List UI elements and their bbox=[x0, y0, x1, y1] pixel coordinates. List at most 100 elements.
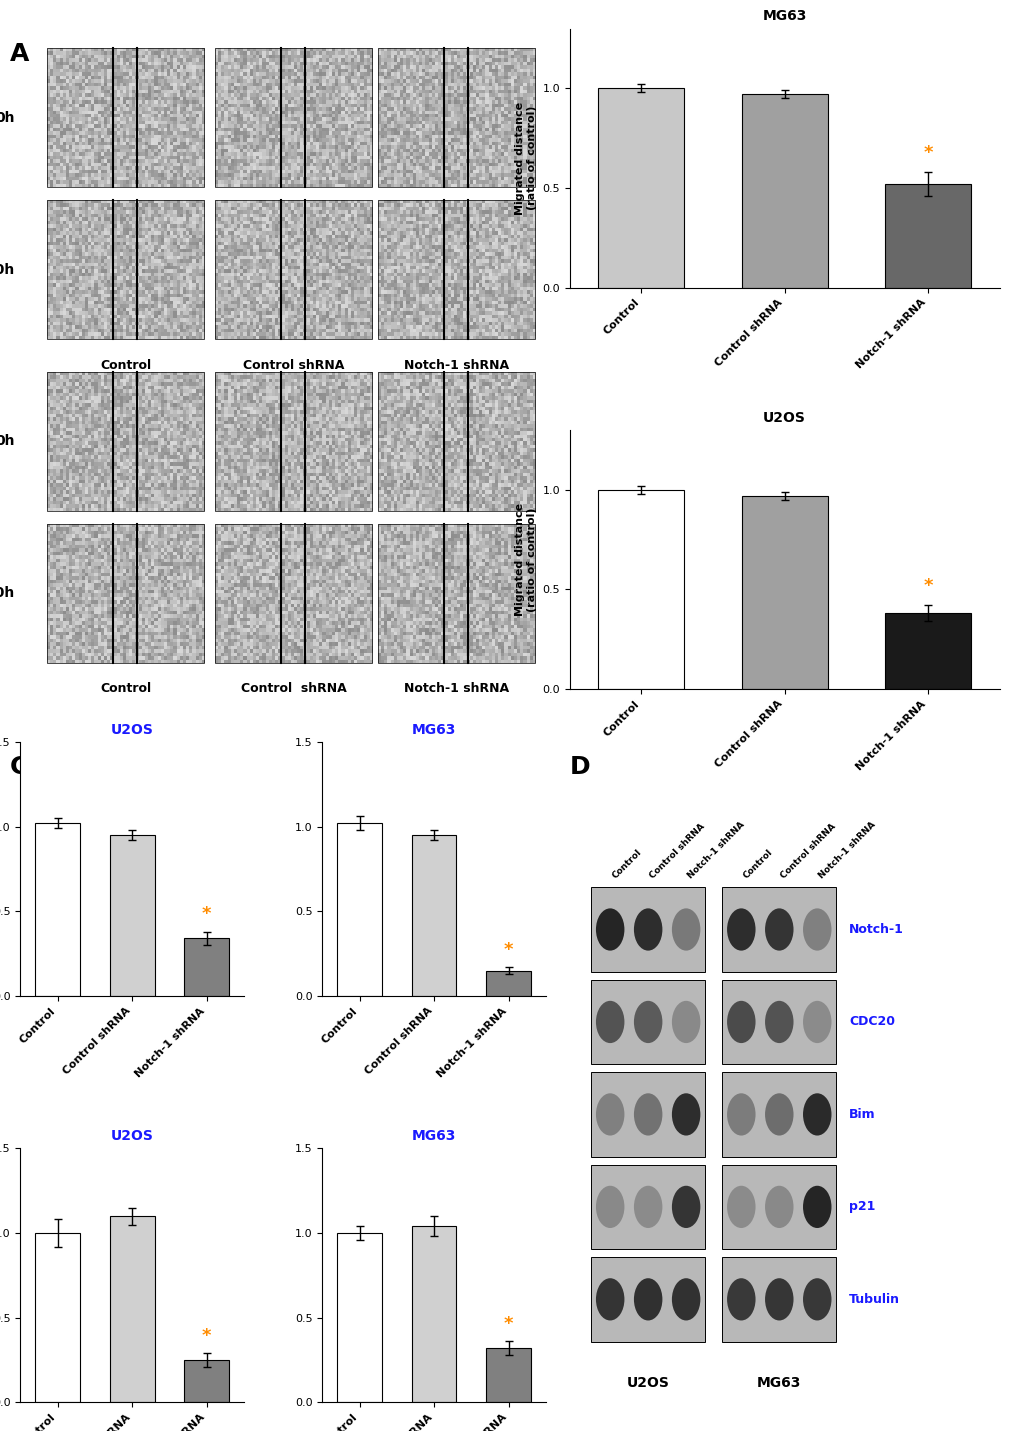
Text: *: * bbox=[202, 906, 211, 923]
Ellipse shape bbox=[802, 1093, 830, 1136]
Bar bbox=[598, 89, 684, 288]
Text: Control  shRNA: Control shRNA bbox=[240, 683, 346, 695]
Text: Control shRNA: Control shRNA bbox=[779, 821, 837, 880]
Text: 20h: 20h bbox=[0, 263, 15, 276]
Text: 0h: 0h bbox=[0, 435, 15, 448]
Ellipse shape bbox=[595, 1000, 624, 1043]
Title: MG63: MG63 bbox=[412, 723, 455, 737]
Ellipse shape bbox=[727, 909, 755, 950]
Bar bbox=[741, 495, 826, 690]
Text: *: * bbox=[922, 145, 931, 162]
Ellipse shape bbox=[633, 909, 661, 950]
Ellipse shape bbox=[802, 909, 830, 950]
Ellipse shape bbox=[672, 909, 700, 950]
Bar bbox=[412, 1226, 455, 1402]
Text: Bim: Bim bbox=[848, 1108, 875, 1120]
Ellipse shape bbox=[764, 1278, 793, 1321]
Bar bbox=[337, 1234, 381, 1402]
Title: MG63: MG63 bbox=[762, 9, 806, 23]
Bar bbox=[721, 1165, 836, 1249]
Ellipse shape bbox=[595, 909, 624, 950]
Text: 0h: 0h bbox=[0, 110, 15, 124]
Ellipse shape bbox=[633, 1000, 661, 1043]
Bar bbox=[598, 489, 684, 690]
Text: *: * bbox=[503, 940, 513, 959]
Y-axis label: Migrated distance
(ratio of control): Migrated distance (ratio of control) bbox=[515, 102, 536, 215]
Text: p21: p21 bbox=[848, 1201, 874, 1213]
Bar bbox=[47, 372, 204, 511]
Bar bbox=[591, 887, 704, 972]
Title: U2OS: U2OS bbox=[762, 411, 805, 425]
Bar bbox=[591, 1072, 704, 1156]
Ellipse shape bbox=[672, 1000, 700, 1043]
Bar bbox=[110, 1216, 155, 1402]
Title: U2OS: U2OS bbox=[111, 723, 154, 737]
Y-axis label: Migrated distance
(ratio of control): Migrated distance (ratio of control) bbox=[515, 504, 536, 617]
Bar bbox=[215, 524, 372, 663]
Bar bbox=[591, 1165, 704, 1249]
Text: C: C bbox=[10, 756, 29, 778]
Ellipse shape bbox=[727, 1000, 755, 1043]
Bar bbox=[486, 970, 531, 996]
Ellipse shape bbox=[633, 1093, 661, 1136]
Text: MG63: MG63 bbox=[756, 1377, 801, 1390]
Bar bbox=[184, 939, 229, 996]
Bar bbox=[377, 200, 535, 339]
Bar bbox=[36, 1234, 79, 1402]
Ellipse shape bbox=[595, 1093, 624, 1136]
Bar bbox=[377, 49, 535, 187]
Text: CDC20: CDC20 bbox=[848, 1016, 895, 1029]
Ellipse shape bbox=[727, 1278, 755, 1321]
Text: Notch-1 shRNA: Notch-1 shRNA bbox=[404, 683, 508, 695]
Bar bbox=[721, 887, 836, 972]
Text: Control shRNA: Control shRNA bbox=[243, 359, 344, 372]
Ellipse shape bbox=[802, 1278, 830, 1321]
Bar bbox=[591, 1256, 704, 1342]
Text: A: A bbox=[10, 41, 30, 66]
Bar bbox=[741, 94, 826, 288]
Title: MG63: MG63 bbox=[412, 1129, 455, 1143]
Bar bbox=[884, 614, 970, 690]
Title: U2OS: U2OS bbox=[111, 1129, 154, 1143]
Ellipse shape bbox=[672, 1278, 700, 1321]
Text: *: * bbox=[503, 1315, 513, 1332]
Text: Notch-1 shRNA: Notch-1 shRNA bbox=[404, 359, 508, 372]
Ellipse shape bbox=[727, 1186, 755, 1228]
Bar bbox=[184, 1359, 229, 1402]
Ellipse shape bbox=[633, 1186, 661, 1228]
Text: *: * bbox=[202, 1327, 211, 1345]
Bar bbox=[215, 200, 372, 339]
Bar bbox=[591, 980, 704, 1065]
Ellipse shape bbox=[595, 1186, 624, 1228]
Bar bbox=[412, 836, 455, 996]
Ellipse shape bbox=[764, 1186, 793, 1228]
Ellipse shape bbox=[633, 1278, 661, 1321]
Text: U2OS: U2OS bbox=[626, 1377, 668, 1390]
Bar bbox=[721, 980, 836, 1065]
Bar bbox=[47, 524, 204, 663]
Text: B: B bbox=[570, 41, 588, 66]
Text: Control: Control bbox=[741, 847, 773, 880]
Bar bbox=[337, 823, 381, 996]
Bar bbox=[47, 49, 204, 187]
Ellipse shape bbox=[672, 1093, 700, 1136]
Bar bbox=[36, 823, 79, 996]
Text: Notch-1 shRNA: Notch-1 shRNA bbox=[816, 820, 877, 880]
Text: 20h: 20h bbox=[0, 587, 15, 601]
Bar bbox=[377, 524, 535, 663]
Ellipse shape bbox=[727, 1093, 755, 1136]
Ellipse shape bbox=[764, 1000, 793, 1043]
Ellipse shape bbox=[595, 1278, 624, 1321]
Bar bbox=[110, 836, 155, 996]
Ellipse shape bbox=[764, 1093, 793, 1136]
Text: Control: Control bbox=[100, 683, 151, 695]
Text: Control: Control bbox=[100, 359, 151, 372]
Text: Notch-1: Notch-1 bbox=[848, 923, 903, 936]
Ellipse shape bbox=[802, 1186, 830, 1228]
Bar bbox=[215, 49, 372, 187]
Ellipse shape bbox=[764, 909, 793, 950]
Bar bbox=[721, 1256, 836, 1342]
Text: Tubulin: Tubulin bbox=[848, 1292, 899, 1307]
Bar bbox=[884, 185, 970, 288]
Bar bbox=[721, 1072, 836, 1156]
